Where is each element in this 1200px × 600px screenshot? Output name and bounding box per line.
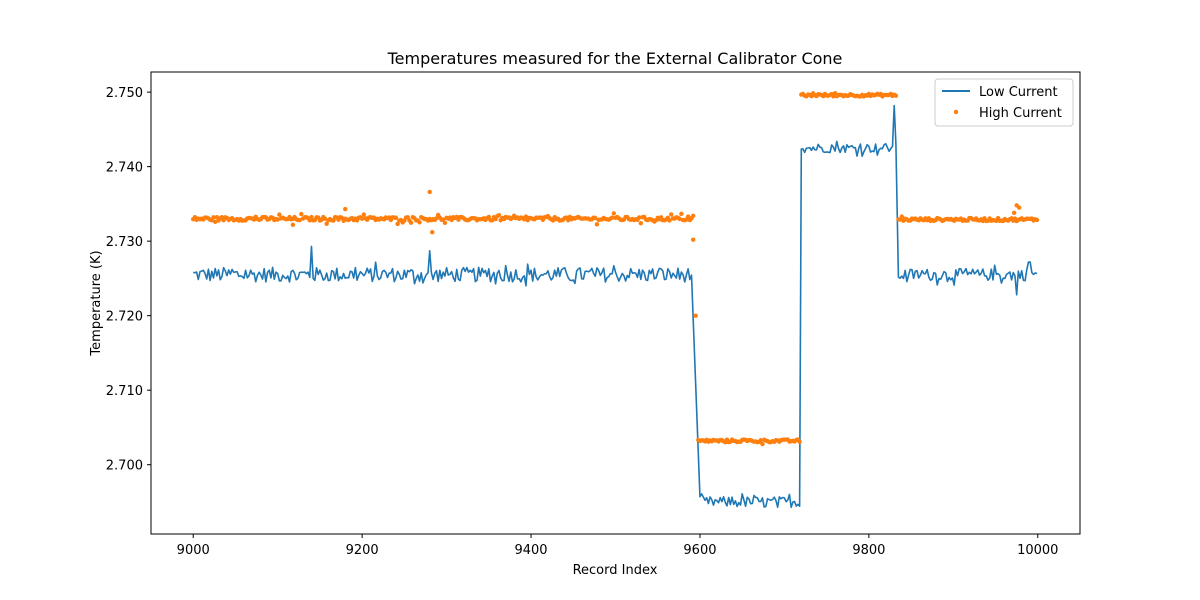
plot-content (191, 91, 1040, 509)
high-current-point (343, 206, 348, 212)
plot-frame (150, 71, 1081, 535)
high-current-point (307, 218, 312, 223)
high-current-point (395, 221, 400, 227)
high-current-point (797, 439, 802, 444)
high-current-point (566, 218, 571, 223)
series-high-current-points (191, 91, 1040, 447)
high-current-point (899, 214, 904, 219)
high-current-point (430, 230, 435, 235)
high-current-point (212, 219, 218, 225)
legend-high-current-swatch (953, 109, 959, 115)
high-current-point (638, 220, 644, 226)
high-current-point (691, 237, 696, 242)
high-current-point (636, 215, 642, 220)
y-tick-label-2.740: 2.740 (106, 161, 143, 176)
high-current-point (679, 211, 684, 217)
y-tick-label-2.710: 2.710 (106, 384, 143, 399)
high-current-point (359, 216, 365, 221)
high-current-point (490, 218, 495, 223)
high-current-point (594, 222, 600, 227)
x-tick-label-9800: 9800 (852, 543, 885, 558)
high-current-point (309, 214, 314, 220)
high-current-point (324, 221, 329, 226)
high-current-point (331, 218, 336, 223)
high-current-point (408, 220, 414, 225)
high-current-point (275, 217, 280, 222)
high-current-point (669, 212, 674, 217)
y-tick-label-2.720: 2.720 (106, 310, 143, 325)
high-current-point (214, 214, 220, 220)
high-current-point (760, 441, 765, 447)
high-current-point (685, 214, 691, 219)
high-current-point (417, 220, 422, 225)
high-current-point (427, 189, 432, 195)
legend-high-current-label: High Current (979, 106, 1062, 121)
high-current-point (609, 215, 615, 220)
high-current-point (691, 213, 696, 219)
high-current-point (667, 218, 672, 223)
series-low-current-line (193, 104, 1038, 509)
x-tick-label-9200: 9200 (346, 543, 379, 558)
x-tick-label-10000: 10000 (1017, 543, 1058, 558)
high-current-point (434, 216, 439, 221)
high-current-point (496, 212, 502, 218)
high-current-point (442, 220, 448, 226)
high-current-point (1034, 217, 1040, 223)
x-axis: 9000 9200 9400 9600 9800 10000 (177, 534, 1058, 558)
high-current-point (758, 438, 763, 443)
high-current-point (290, 222, 296, 227)
high-current-point (550, 218, 556, 223)
high-current-point (893, 93, 899, 98)
high-current-point (361, 212, 367, 217)
x-tick-label-9400: 9400 (514, 543, 547, 558)
x-axis-label: Record Index (573, 563, 658, 578)
x-tick-label-9000: 9000 (177, 543, 210, 558)
high-current-point (523, 214, 529, 219)
y-tick-label-2.750: 2.750 (106, 86, 143, 101)
high-current-point (297, 217, 302, 223)
high-current-point (677, 216, 682, 222)
y-axis-label: Temperature (K) (89, 250, 104, 356)
high-current-point (693, 313, 698, 318)
high-current-point (277, 212, 282, 217)
high-current-point (1011, 210, 1017, 216)
y-tick-label-2.700: 2.700 (106, 459, 143, 474)
legend-low-current-label: Low Current (979, 85, 1058, 100)
high-current-point (1016, 205, 1022, 210)
high-current-point (593, 215, 598, 221)
high-current-point (611, 211, 617, 216)
legend: Low Current High Current (934, 78, 1074, 127)
x-tick-label-9600: 9600 (683, 543, 716, 558)
high-current-point (486, 214, 492, 220)
y-axis: 2.700 2.710 2.720 2.730 2.740 2.750 (106, 86, 151, 474)
chart-title: Temperatures measured for the External C… (387, 49, 843, 68)
y-tick-label-2.730: 2.730 (106, 235, 143, 250)
high-current-point (441, 217, 446, 222)
high-current-point (299, 211, 304, 217)
high-current-point (322, 216, 328, 221)
high-current-point (393, 215, 399, 220)
high-current-point (211, 215, 216, 220)
